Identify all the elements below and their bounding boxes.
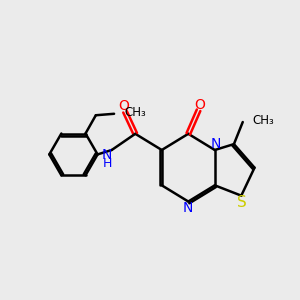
Text: N: N xyxy=(210,136,220,151)
Text: CH₃: CH₃ xyxy=(124,106,146,119)
Text: S: S xyxy=(237,195,247,210)
Text: O: O xyxy=(195,98,206,112)
Text: CH₃: CH₃ xyxy=(253,114,274,127)
Text: N: N xyxy=(102,148,112,162)
Text: O: O xyxy=(118,99,129,113)
Text: H: H xyxy=(103,157,112,170)
Text: N: N xyxy=(182,201,193,215)
